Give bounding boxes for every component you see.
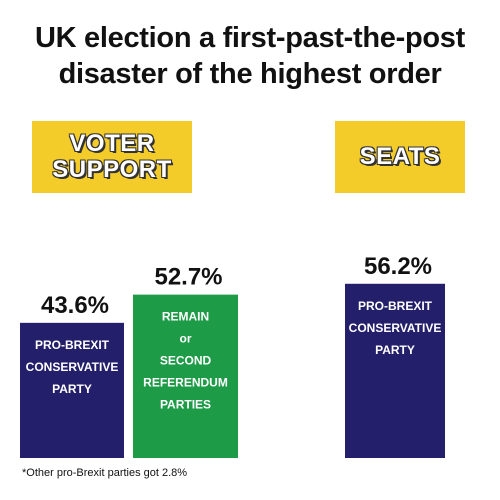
bar-label: REFERENDUM: [143, 376, 228, 390]
voter-support-header: VOTER SUPPORT: [32, 121, 192, 193]
bar-label: PARTY: [375, 343, 415, 357]
bar: [133, 294, 238, 458]
bar-label: or: [180, 332, 192, 346]
value-label: 52.7%: [154, 264, 222, 291]
chart-title: UK election a first-past-the-post disast…: [0, 20, 500, 92]
bar-label: PRO-BREXIT: [35, 338, 110, 352]
title-line: UK election a first-past-the-post: [35, 22, 465, 54]
header-line: SEATS: [359, 143, 441, 170]
title-line: disaster of the highest order: [58, 58, 442, 90]
bar-group: 56.2% PRO-BREXIT CONSERVATIVE PARTY: [345, 253, 445, 458]
bar-label: REMAIN: [162, 310, 209, 324]
header-line: VOTER: [69, 130, 155, 157]
value-label: 56.2%: [364, 253, 432, 280]
bar-group: 52.7% REMAIN or SECOND REFERENDUM PARTIES: [133, 264, 238, 458]
bar: [345, 283, 445, 458]
bar-label: PRO-BREXIT: [358, 299, 433, 313]
bar-label: PARTIES: [160, 398, 211, 412]
bar-group: 43.6% PRO-BREXIT CONSERVATIVE PARTY: [20, 292, 124, 458]
bar: [20, 322, 124, 458]
seats-header: SEATS: [335, 121, 465, 193]
bar-label: PARTY: [52, 382, 92, 396]
footnote: *Other pro-Brexit parties got 2.8%: [22, 467, 188, 479]
bar-label: CONSERVATIVE: [349, 321, 442, 335]
bar-label: SECOND: [160, 354, 212, 368]
header-line: SUPPORT: [52, 156, 172, 183]
bar-label: CONSERVATIVE: [26, 360, 119, 374]
value-label: 43.6%: [41, 292, 109, 319]
